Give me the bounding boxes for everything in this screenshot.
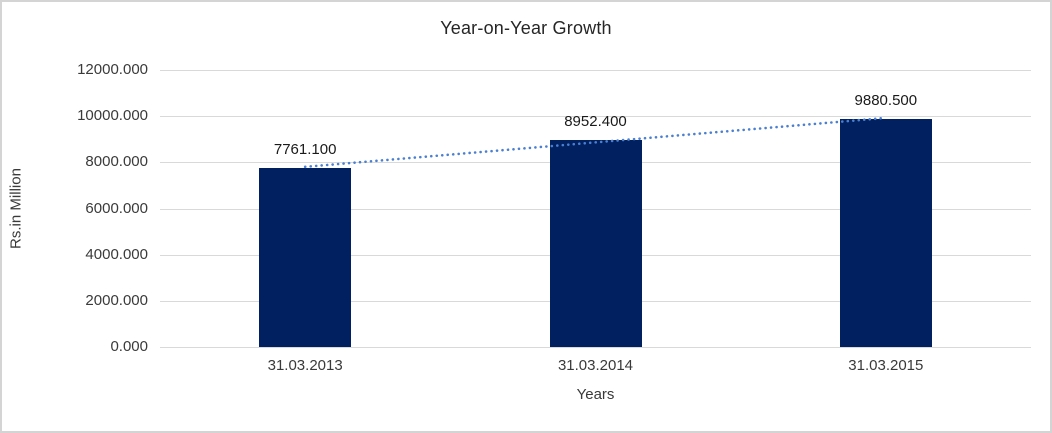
y-tick-label: 0.000 [110, 338, 148, 355]
gridline [160, 70, 1031, 71]
bar [549, 140, 642, 347]
y-tick-label: 4000.000 [85, 245, 148, 263]
chart-title: Year-on-Year Growth [440, 18, 612, 38]
y-tick-label: 6000.000 [85, 199, 148, 217]
y-tick-label: 8000.000 [85, 153, 148, 171]
x-axis-title: Years [576, 386, 615, 403]
trendline [303, 116, 888, 169]
trendline-layer [303, 116, 888, 169]
bar [259, 167, 352, 347]
x-tick-label: 31.03.2014 [557, 357, 634, 374]
bar [839, 118, 932, 347]
gridline [160, 347, 1031, 348]
gridline [160, 116, 1031, 118]
x-tick-label: 31.03.2013 [267, 357, 343, 374]
y-tick-label: 2000.000 [85, 291, 148, 309]
bar-value-label: 7761.100 [273, 140, 337, 158]
bar-value-label: 9880.500 [854, 91, 918, 109]
y-tick-label: 12000.000 [77, 61, 148, 78]
y-axis-title: Rs.in Million [7, 168, 25, 249]
x-tick-label: 31.03.2015 [848, 357, 924, 374]
bar-value-label: 8952.400 [564, 113, 627, 131]
y-tick-label: 10000.000 [77, 107, 148, 125]
